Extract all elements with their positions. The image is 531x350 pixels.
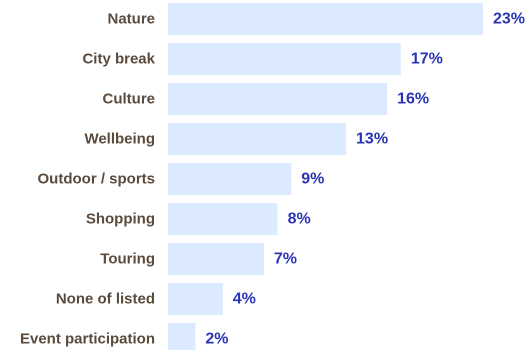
category-label: Shopping (86, 211, 155, 228)
value-label: 7% (274, 251, 297, 268)
value-label: 8% (288, 211, 311, 228)
bar (168, 3, 483, 35)
bar (168, 323, 196, 350)
value-label: 9% (301, 171, 324, 188)
category-label: Culture (103, 91, 156, 108)
category-label: None of listed (56, 291, 155, 308)
category-label: Event participation (20, 331, 155, 348)
value-label: 4% (233, 291, 256, 308)
bar (168, 283, 223, 315)
bar (168, 163, 292, 195)
value-label: 2% (205, 331, 228, 348)
category-label: Wellbeing (84, 131, 155, 148)
category-label: Nature (107, 11, 155, 28)
value-label: 17% (411, 51, 443, 68)
value-label: 13% (356, 131, 388, 148)
category-label: City break (82, 51, 155, 68)
value-label: 16% (397, 91, 429, 108)
bar (168, 123, 347, 155)
category-label: Touring (100, 251, 155, 268)
bar (168, 83, 388, 115)
category-label: Outdoor / sports (38, 171, 156, 188)
bar (168, 243, 264, 275)
bar (168, 203, 278, 235)
value-label: 23% (493, 11, 525, 28)
bar (168, 43, 401, 75)
